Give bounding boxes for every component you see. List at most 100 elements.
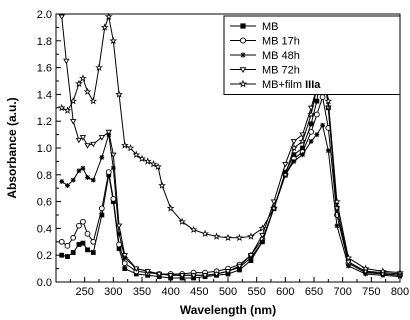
data-point: [270, 204, 278, 212]
data-point: [110, 152, 117, 158]
data-point: [80, 165, 86, 171]
data-point: [76, 222, 82, 229]
data-point: [236, 263, 243, 270]
data-point: [105, 169, 112, 175]
data-point: [166, 204, 175, 212]
data-point: [121, 253, 128, 259]
data-point: [314, 98, 320, 104]
data-point: [320, 122, 325, 128]
data-point: [95, 63, 103, 71]
legend-marker: [240, 23, 246, 29]
data-point: [308, 138, 314, 144]
data-point: [158, 181, 166, 189]
data-point: [59, 179, 65, 184]
data-point: [133, 266, 140, 272]
legend-marker: [239, 67, 247, 73]
data-point: [115, 90, 123, 98]
data-point: [224, 233, 232, 242]
data-point: [79, 74, 87, 82]
data-point: [144, 269, 151, 275]
data-point: [115, 223, 123, 230]
data-point: [126, 143, 135, 152]
x-tick-label: 650: [305, 286, 323, 298]
data-point: [178, 273, 186, 279]
data-point: [298, 137, 307, 145]
data-point: [84, 230, 91, 237]
data-point: [290, 143, 298, 152]
data-point: [201, 229, 209, 238]
data-point: [212, 232, 221, 240]
data-point: [105, 129, 112, 136]
data-point: [201, 273, 209, 279]
data-point: [299, 132, 306, 138]
data-point: [346, 263, 351, 269]
legend-marker: [240, 52, 246, 58]
data-point: [99, 205, 105, 212]
y-tick-label: 0.8: [37, 170, 52, 182]
x-tick-label: 400: [161, 286, 179, 298]
ticks-layer: 0.0 0.2 0.4 0.6 0.8 1.0 1.2 1.4 1.6 1.8 2.0 250 300 3…: [37, 9, 409, 298]
data-point: [224, 269, 232, 275]
legend-label-part: MB+film: [262, 79, 305, 91]
data-point: [109, 36, 118, 45]
data-point: [58, 14, 65, 20]
legend-item: MB 48h: [230, 50, 300, 62]
data-point: [70, 177, 76, 183]
y-tick-label: 1.6: [37, 63, 52, 75]
data-point: [344, 253, 353, 262]
data-point: [63, 58, 70, 65]
data-point: [290, 139, 298, 145]
data-point: [90, 238, 97, 245]
data-point: [90, 177, 96, 183]
data-point: [79, 135, 87, 141]
data-point: [110, 196, 117, 202]
data-point: [308, 121, 314, 127]
data-point: [247, 253, 255, 259]
data-point: [75, 137, 83, 144]
data-point: [237, 267, 242, 273]
y-tick-label: 1.0: [37, 143, 52, 155]
x-tick-label: 350: [133, 286, 151, 298]
data-point: [259, 232, 266, 239]
legend-item: MB+film IIIa: [230, 79, 321, 91]
data-point: [167, 273, 174, 279]
data-point: [258, 224, 267, 232]
y-axis-title: Absorbance (a.u.): [5, 97, 19, 198]
legend-label: MB: [262, 21, 279, 33]
data-point: [156, 271, 163, 278]
y-tick-label: 0.4: [37, 223, 52, 235]
data-point: [76, 242, 82, 247]
legend-item: MB: [230, 21, 279, 33]
data-point: [319, 94, 326, 100]
data-point: [121, 260, 128, 267]
data-point: [110, 165, 116, 171]
data-point: [334, 223, 340, 229]
data-point: [247, 232, 255, 240]
data-point: [99, 154, 105, 160]
legend-label: MB+film IIIa: [262, 79, 321, 91]
y-tick-label: 0.6: [37, 197, 52, 209]
legend-item: MB 17h: [230, 36, 300, 48]
x-tick-label: 250: [75, 286, 93, 298]
data-point: [100, 23, 109, 31]
data-point: [120, 141, 129, 149]
x-tick-label: 550: [247, 286, 265, 298]
data-point: [57, 103, 66, 112]
data-point: [291, 159, 297, 164]
data-point: [70, 250, 76, 255]
data-point: [80, 218, 86, 225]
data-point: [361, 264, 370, 272]
series-2: [59, 122, 403, 280]
y-tick-label: 1.2: [37, 116, 52, 128]
data-point: [63, 106, 72, 114]
data-point: [99, 212, 105, 218]
data-point: [59, 252, 65, 258]
y-tick-label: 2.0: [37, 9, 52, 21]
x-tick-label: 800: [391, 286, 409, 298]
data-point: [282, 161, 289, 168]
x-tick-label: 600: [276, 286, 294, 298]
data-point: [333, 197, 341, 205]
data-point: [80, 240, 86, 246]
data-point: [90, 250, 96, 255]
